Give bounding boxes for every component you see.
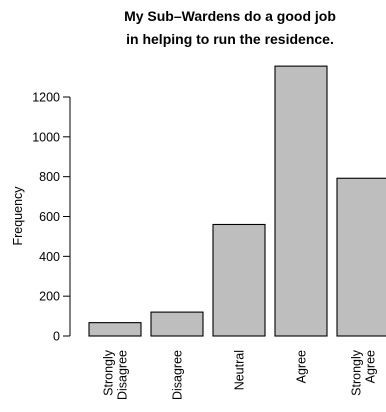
y-tick-label: 600: [39, 210, 60, 224]
bar: [150, 311, 204, 337]
bar: [336, 177, 386, 337]
bar: [212, 223, 266, 337]
y-tick-label: 1200: [32, 91, 60, 105]
y-tick-label: 200: [39, 290, 60, 304]
y-axis: 0 200 400 600 800 1000 1200: [32, 91, 71, 344]
x-tick-label: Strongly: [350, 349, 364, 396]
x-tick-label: Disagree: [171, 350, 185, 400]
x-axis-labels: Strongly Disagree Disagree Neutral Agree Stro…: [102, 349, 378, 400]
x-tick-label: Strongly: [102, 349, 116, 396]
x-tick-label: Disagree: [116, 350, 130, 400]
y-tick-label: 1000: [32, 130, 60, 144]
x-tick-label: Agree: [364, 350, 378, 383]
y-tick-label: 400: [39, 250, 60, 264]
y-tick-label: 800: [39, 170, 60, 184]
bar: [274, 65, 328, 337]
chart-title-line-1: My Sub–Wardens do a good job: [124, 8, 336, 24]
y-axis-label: Frequency: [11, 186, 25, 246]
chart-title-line-2: in helping to run the residence.: [126, 31, 334, 47]
bar: [88, 322, 142, 337]
bars-group: [88, 65, 386, 337]
x-tick-label: Agree: [295, 350, 309, 383]
y-tick-label: 0: [53, 330, 60, 344]
x-tick-label: Neutral: [233, 350, 247, 390]
